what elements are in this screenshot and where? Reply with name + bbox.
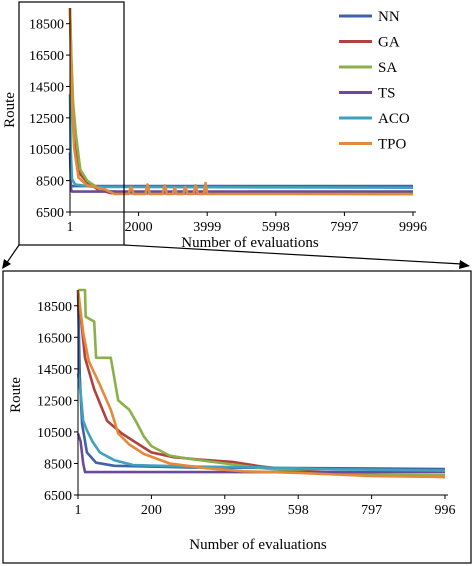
zoomed-x-tick-label: 797 <box>361 503 382 518</box>
zoom-indicator <box>2 1 470 269</box>
zoomed-series-aco <box>76 373 446 472</box>
zoomed-x-ticks: 1 200 399 598 797 996 <box>75 495 456 518</box>
overview-x-tick-label: 7997 <box>330 220 358 235</box>
overview-x-axis-label: Number of evaluations <box>181 235 319 251</box>
overview-series-lines <box>68 7 414 196</box>
zoomed-y-tick-label: 6500 <box>44 489 72 504</box>
overview-y-tick-label: 18500 <box>29 18 64 33</box>
overview-x-tick-label: 9996 <box>399 220 427 235</box>
overview-series-tpo <box>68 7 413 196</box>
zoomed-x-tick-label: 598 <box>288 503 309 518</box>
overview-series-ga <box>68 7 414 196</box>
zoom-connector-right <box>123 244 463 265</box>
zoomed-series-tpo <box>76 289 446 479</box>
zoomed-y-tick-label: 10500 <box>37 426 72 441</box>
zoomed-series-ga <box>76 289 446 479</box>
zoom-region-box <box>18 1 125 246</box>
overview-series-sa <box>68 7 413 194</box>
zoomed-chart-frame <box>2 270 472 564</box>
zoom-arrowhead-left <box>2 259 11 269</box>
zoomed-x-tick-label: 1 <box>75 503 82 518</box>
overview-series-aco <box>68 94 414 189</box>
zoomed-y-ticks: 6500 8500 10500 12500 14500 16500 18500 <box>37 300 78 504</box>
legend: NN GA SA TS ACO TPO <box>339 9 410 153</box>
zoomed-y-tick-label: 16500 <box>37 331 72 346</box>
overview-y-axis-label: Route <box>2 92 18 128</box>
legend-label-ts: TS <box>378 86 396 102</box>
zoomed-x-axis-label: Number of evaluations <box>189 537 327 553</box>
zoomed-series-lines <box>76 288 446 479</box>
zoomed-y-tick-label: 18500 <box>37 300 72 315</box>
overview-x-ticks: 1 2000 3999 5998 7997 9996 <box>67 212 427 235</box>
zoom-arrowhead-right <box>459 260 470 269</box>
overview-y-tick-label: 16500 <box>29 49 64 64</box>
overview-x-tick-label: 1 <box>67 220 74 235</box>
overview-x-tick-label: 3999 <box>193 220 221 235</box>
overview-y-tick-label: 6500 <box>36 206 64 221</box>
overview-y-tick-label: 8500 <box>36 175 64 190</box>
zoomed-y-tick-label: 14500 <box>37 363 72 378</box>
zoomed-y-tick-label: 8500 <box>44 457 72 472</box>
zoomed-y-axis-label: Route <box>8 377 24 413</box>
legend-label-aco: ACO <box>378 111 410 127</box>
overview-x-tick-label: 5998 <box>262 220 290 235</box>
zoom-connector-left <box>5 244 20 265</box>
legend-label-nn: NN <box>378 9 400 25</box>
zoomed-series-ts <box>76 433 445 474</box>
zoomed-chart: 6500 8500 10500 12500 14500 16500 18500 1 200 39… <box>2 270 472 564</box>
overview-y-ticks: 6500 8500 10500 12500 14500 16500 18500 <box>29 18 70 221</box>
zoomed-x-tick-label: 399 <box>214 503 235 518</box>
zoomed-y-tick-label: 12500 <box>37 394 72 409</box>
zoomed-x-tick-label: 200 <box>141 503 162 518</box>
zoomed-x-tick-label: 996 <box>435 503 456 518</box>
legend-label-sa: SA <box>378 60 397 76</box>
overview-y-tick-label: 14500 <box>29 80 64 95</box>
legend-label-ga: GA <box>378 35 400 51</box>
legend-label-tpo: TPO <box>378 137 407 153</box>
overview-y-tick-label: 10500 <box>29 143 64 158</box>
overview-x-tick-label: 2000 <box>125 220 153 235</box>
overview-chart: 6500 8500 10500 12500 14500 16500 18500 1 2000 3… <box>2 7 427 251</box>
overview-y-tick-label: 12500 <box>29 112 64 127</box>
